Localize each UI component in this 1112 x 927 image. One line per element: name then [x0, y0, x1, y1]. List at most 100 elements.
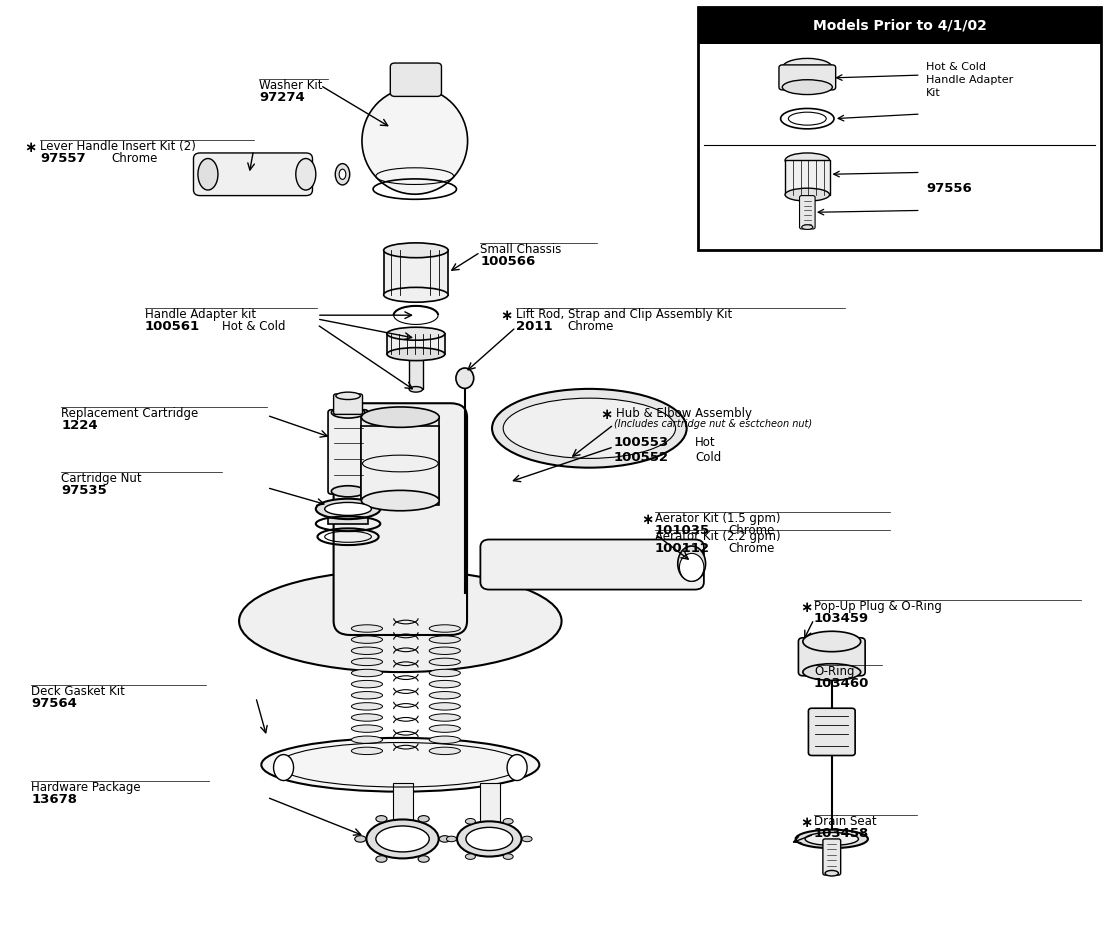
- Ellipse shape: [387, 327, 445, 340]
- Text: Aerator Kit (1.5 gpm): Aerator Kit (1.5 gpm): [655, 512, 781, 525]
- Text: Lever Handle Insert Kit (2): Lever Handle Insert Kit (2): [40, 140, 196, 153]
- Text: 97557: 97557: [40, 152, 86, 165]
- Text: Cold: Cold: [695, 451, 722, 464]
- Text: Hardware Package: Hardware Package: [31, 781, 141, 794]
- FancyBboxPatch shape: [808, 708, 855, 756]
- Ellipse shape: [429, 725, 460, 732]
- Ellipse shape: [274, 755, 294, 781]
- FancyBboxPatch shape: [334, 403, 467, 635]
- Text: Hot & Cold
Handle Adapter
Kit: Hot & Cold Handle Adapter Kit: [926, 61, 1013, 98]
- FancyBboxPatch shape: [328, 410, 368, 494]
- Ellipse shape: [325, 502, 371, 515]
- Ellipse shape: [456, 368, 474, 388]
- Text: Chrome: Chrome: [728, 542, 775, 555]
- FancyBboxPatch shape: [334, 394, 363, 414]
- Text: Hot & Cold: Hot & Cold: [222, 320, 286, 333]
- Ellipse shape: [429, 747, 460, 755]
- Text: Handle Adapter kit: Handle Adapter kit: [145, 308, 256, 321]
- Ellipse shape: [429, 669, 460, 677]
- Text: Cartridge Nut: Cartridge Nut: [61, 472, 142, 485]
- Ellipse shape: [446, 836, 456, 842]
- Ellipse shape: [296, 159, 316, 190]
- FancyBboxPatch shape: [823, 839, 841, 875]
- Text: (Includes cartridge nut & esctcheon nut): (Includes cartridge nut & esctcheon nut): [614, 419, 812, 429]
- Text: Pop-Up Plug & O-Ring: Pop-Up Plug & O-Ring: [814, 600, 942, 613]
- Ellipse shape: [351, 658, 383, 666]
- Text: 97564: 97564: [31, 697, 77, 710]
- FancyBboxPatch shape: [785, 160, 830, 195]
- Ellipse shape: [429, 736, 460, 743]
- Ellipse shape: [795, 830, 867, 848]
- Ellipse shape: [316, 499, 380, 519]
- Ellipse shape: [785, 188, 830, 201]
- Ellipse shape: [351, 647, 383, 654]
- Text: ∗: ∗: [500, 308, 513, 323]
- FancyBboxPatch shape: [390, 63, 441, 96]
- FancyBboxPatch shape: [361, 426, 439, 505]
- Text: 13678: 13678: [31, 793, 77, 806]
- Ellipse shape: [429, 647, 460, 654]
- Text: Chrome: Chrome: [111, 152, 158, 165]
- Ellipse shape: [465, 854, 475, 859]
- Text: Aerator Kit (2.2 gpm): Aerator Kit (2.2 gpm): [655, 530, 781, 543]
- Ellipse shape: [355, 836, 366, 842]
- Ellipse shape: [361, 88, 467, 195]
- Ellipse shape: [507, 755, 527, 781]
- Text: ∗: ∗: [801, 600, 813, 615]
- FancyBboxPatch shape: [698, 7, 1101, 250]
- Ellipse shape: [331, 486, 365, 497]
- Ellipse shape: [522, 836, 532, 842]
- Text: Drain Seat: Drain Seat: [814, 815, 876, 828]
- Text: 101035: 101035: [655, 524, 711, 537]
- Ellipse shape: [805, 832, 858, 845]
- Ellipse shape: [503, 399, 675, 458]
- Text: 103459: 103459: [814, 612, 870, 625]
- Ellipse shape: [679, 553, 704, 581]
- Text: Small Chassis: Small Chassis: [480, 243, 562, 256]
- FancyBboxPatch shape: [409, 352, 423, 389]
- Text: 100553: 100553: [614, 436, 669, 449]
- FancyBboxPatch shape: [393, 783, 413, 839]
- Text: ∗: ∗: [600, 407, 613, 422]
- FancyBboxPatch shape: [384, 250, 448, 295]
- Text: 100561: 100561: [145, 320, 200, 333]
- Text: O-Ring: O-Ring: [814, 665, 854, 678]
- Ellipse shape: [466, 827, 513, 851]
- Ellipse shape: [351, 736, 383, 743]
- Ellipse shape: [384, 243, 448, 258]
- Ellipse shape: [429, 658, 460, 666]
- Text: Hub & Elbow Assembly: Hub & Elbow Assembly: [616, 407, 752, 420]
- Ellipse shape: [503, 854, 513, 859]
- Ellipse shape: [361, 490, 439, 511]
- Ellipse shape: [802, 225, 813, 230]
- Text: 97535: 97535: [61, 484, 107, 497]
- Ellipse shape: [503, 819, 513, 824]
- Text: 2011: 2011: [516, 320, 553, 333]
- Ellipse shape: [384, 287, 448, 302]
- Ellipse shape: [351, 692, 383, 699]
- Ellipse shape: [429, 692, 460, 699]
- Text: Hot: Hot: [695, 436, 716, 449]
- FancyBboxPatch shape: [387, 334, 445, 354]
- FancyBboxPatch shape: [480, 540, 704, 590]
- Ellipse shape: [409, 387, 423, 392]
- Text: 100112: 100112: [655, 542, 709, 555]
- Text: Chrome: Chrome: [728, 524, 775, 537]
- Ellipse shape: [376, 856, 387, 862]
- Ellipse shape: [825, 870, 838, 876]
- Ellipse shape: [351, 725, 383, 732]
- Ellipse shape: [429, 636, 460, 643]
- Ellipse shape: [492, 389, 686, 467]
- Ellipse shape: [439, 836, 450, 842]
- Ellipse shape: [803, 631, 861, 652]
- Ellipse shape: [418, 856, 429, 862]
- Ellipse shape: [376, 826, 429, 852]
- Ellipse shape: [785, 153, 830, 168]
- Ellipse shape: [429, 680, 460, 688]
- Ellipse shape: [351, 703, 383, 710]
- Ellipse shape: [429, 625, 460, 632]
- Text: Chrome: Chrome: [567, 320, 614, 333]
- Ellipse shape: [429, 714, 460, 721]
- FancyBboxPatch shape: [480, 783, 500, 839]
- FancyBboxPatch shape: [800, 196, 815, 229]
